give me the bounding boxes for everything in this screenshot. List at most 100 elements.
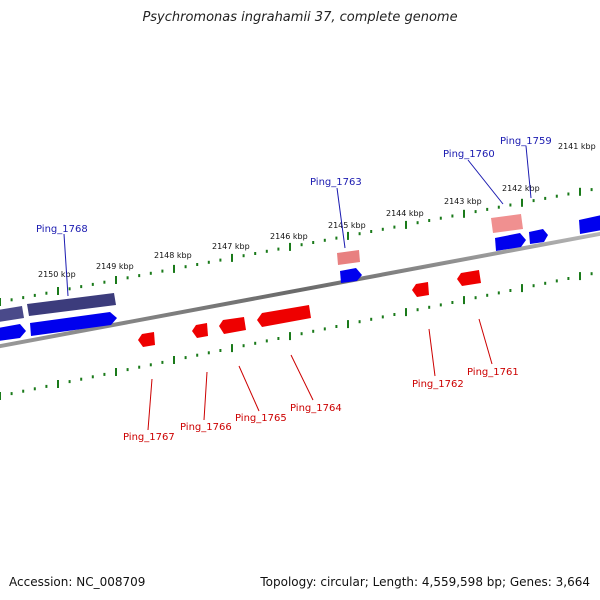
gene-label-ping-1759[interactable]: Ping_1759 [500,136,552,147]
kbp-label: 2147 kbp [212,242,250,251]
gene-label-ping-1767[interactable]: Ping_1767 [123,432,175,443]
minor-tick [474,296,477,300]
gene-label-ping-1766[interactable]: Ping_1766 [180,422,232,433]
kbp-label: 2146 kbp [270,232,308,241]
minor-tick [439,216,442,220]
minor-tick [45,291,48,295]
gene-shape[interactable] [495,233,526,251]
map-title: Psychromonas ingrahamii 37, complete gen… [142,10,458,25]
minor-tick [474,210,477,214]
minor-tick [91,375,94,379]
gene-labels: Ping_1768 Ping_1763 Ping_1760 Ping_1759 … [36,136,552,443]
minor-tick [68,287,71,291]
minor-tick [161,360,164,364]
minor-tick [126,368,129,372]
gene-shape[interactable] [27,293,116,316]
gene-label-ping-1762[interactable]: Ping_1762 [412,379,464,390]
minor-tick [126,276,129,280]
minor-tick [22,296,25,300]
minor-tick [451,301,454,304]
major-tick [231,253,233,262]
gene-shape[interactable] [529,229,548,244]
minor-tick [138,365,141,369]
major-tick [57,287,59,295]
minor-tick [10,392,13,396]
kbp-labels: 2150 kbp 2149 kbp 2148 kbp 2147 kbp 2146… [38,142,596,279]
minor-tick [184,265,187,269]
gene-shape[interactable] [0,324,26,341]
gene-label-ping-1764[interactable]: Ping_1764 [290,403,342,414]
minor-tick [323,238,326,242]
minor-tick [265,339,268,343]
major-tick [57,380,59,388]
minor-tick [567,277,570,280]
minor-tick [370,230,373,233]
minor-tick [393,313,396,316]
minor-tick [300,243,303,247]
kbp-label: 2141 kbp [558,142,596,151]
genome-backbone [0,231,600,349]
gene-shape[interactable] [138,332,155,347]
minor-tick [254,341,257,345]
major-tick [579,187,581,196]
minor-tick [161,269,164,273]
gene-label-ping-1768[interactable]: Ping_1768 [36,224,88,235]
kbp-label: 2149 kbp [96,262,134,271]
gene-shape[interactable] [257,305,311,327]
minor-tick [544,281,547,285]
kbp-label: 2142 kbp [502,184,540,193]
gene-shape[interactable] [340,268,362,283]
gene-label-ping-1761[interactable]: Ping_1761 [467,367,519,378]
kbp-label: 2148 kbp [154,251,192,260]
minor-tick [532,199,535,203]
minor-tick [590,188,593,192]
gene-shape[interactable] [219,317,246,334]
minor-tick [567,192,570,196]
major-tick [405,308,407,317]
gene-shape[interactable] [337,250,360,265]
minor-tick [277,247,280,251]
minor-tick [555,194,558,198]
gene-shape[interactable] [412,282,429,297]
minor-tick [91,282,94,286]
major-tick [115,276,117,284]
major-tick [405,220,407,229]
major-tick [521,284,523,293]
gene-label-ping-1763[interactable]: Ping_1763 [310,177,362,188]
kbp-label: 2143 kbp [444,197,482,206]
major-tick [173,356,175,364]
gene-label-ping-1760[interactable]: Ping_1760 [443,149,495,160]
minor-tick [68,380,71,384]
minor-tick [323,327,326,331]
minor-tick [242,254,245,258]
minor-tick [312,241,315,244]
gene-shape[interactable] [491,214,523,233]
gene-shape[interactable] [30,312,117,336]
minor-tick [277,337,280,340]
minor-tick [196,263,199,266]
major-tick [579,272,581,281]
minor-tick [358,320,361,324]
minor-tick [45,384,48,388]
minor-tick [393,225,396,229]
minor-tick [497,291,500,295]
gene-shape[interactable] [579,215,600,234]
minor-tick [10,298,13,302]
minor-tick [486,207,489,211]
accession-text: Accession: NC_008709 [9,575,146,589]
kbp-label: 2150 kbp [38,270,76,279]
gene-shape[interactable] [457,270,481,286]
gene-label-ping-1765[interactable]: Ping_1765 [235,413,287,424]
gene-shape[interactable] [192,323,208,338]
minor-tick [370,317,373,321]
gene-shape[interactable] [0,306,24,322]
minor-tick [22,389,25,393]
major-tick [463,296,465,305]
minor-tick [416,308,419,312]
minor-tick [149,363,152,367]
minor-tick [416,221,419,225]
minor-tick [555,279,558,283]
minor-tick [207,260,210,264]
minor-tick [265,249,268,253]
